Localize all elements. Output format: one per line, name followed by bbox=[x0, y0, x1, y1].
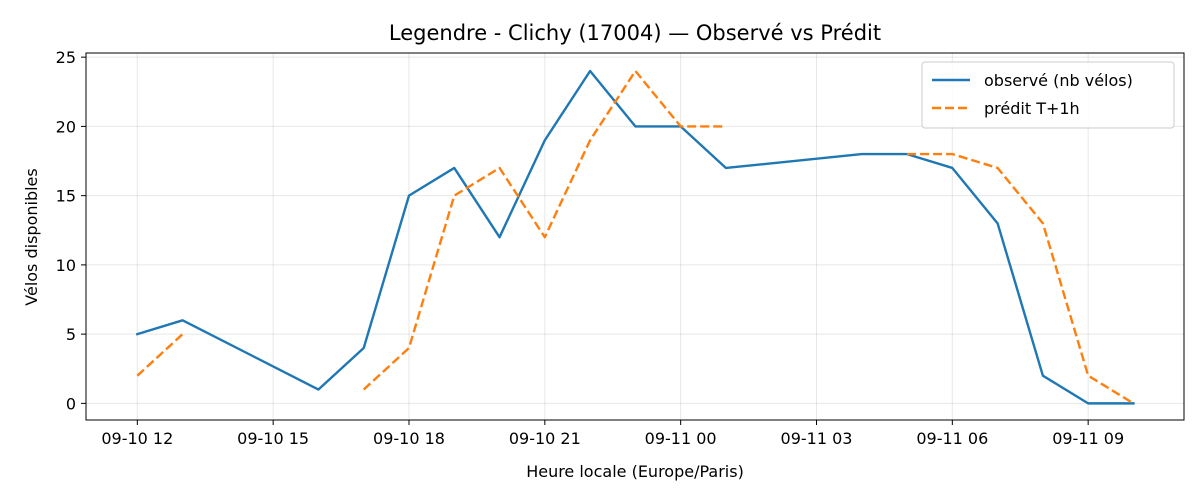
series-line-2 bbox=[362, 69, 726, 391]
legend-label: observé (nb vélos) bbox=[984, 71, 1133, 90]
y-tick-label: 10 bbox=[56, 256, 76, 275]
y-axis: 0 5 10 15 20 25 bbox=[56, 48, 86, 413]
plot-frame bbox=[85, 52, 1185, 421]
series-line-1 bbox=[135, 69, 1135, 405]
x-tick-label: 09-10 21 bbox=[509, 429, 581, 448]
x-tick-label: 09-11 09 bbox=[1052, 429, 1124, 448]
x-tick-label: 09-11 06 bbox=[916, 429, 988, 448]
x-axis-label: Heure locale (Europe/Paris) bbox=[526, 462, 744, 481]
x-tick-label: 09-10 18 bbox=[373, 429, 445, 448]
x-tick-label: 09-11 00 bbox=[645, 429, 717, 448]
y-tick-label: 0 bbox=[66, 394, 76, 413]
legend-box bbox=[921, 61, 1175, 129]
legend-label: prédit T+1h bbox=[984, 99, 1080, 118]
x-axis: 09-10 12 09-10 15 09-10 18 09-10 21 09-11 00… bbox=[101, 420, 1124, 448]
y-tick-label: 5 bbox=[66, 325, 76, 344]
y-tick-label: 25 bbox=[56, 48, 76, 67]
x-tick-label: 09-11 03 bbox=[781, 429, 853, 448]
series-lines bbox=[135, 69, 1135, 405]
legend: observé (nb vélos) prédit T+1h bbox=[921, 61, 1175, 129]
y-tick-label: 15 bbox=[56, 187, 76, 206]
series-line-2 bbox=[136, 333, 184, 377]
y-axis-label: Vélos disponibles bbox=[22, 168, 41, 305]
x-tick-label: 09-10 15 bbox=[237, 429, 309, 448]
chart-title: Legendre - Clichy (17004) — Observé vs P… bbox=[389, 21, 881, 45]
x-tick-label: 09-10 12 bbox=[101, 429, 173, 448]
y-tick-label: 20 bbox=[56, 117, 76, 136]
series-line-2 bbox=[907, 152, 1135, 405]
